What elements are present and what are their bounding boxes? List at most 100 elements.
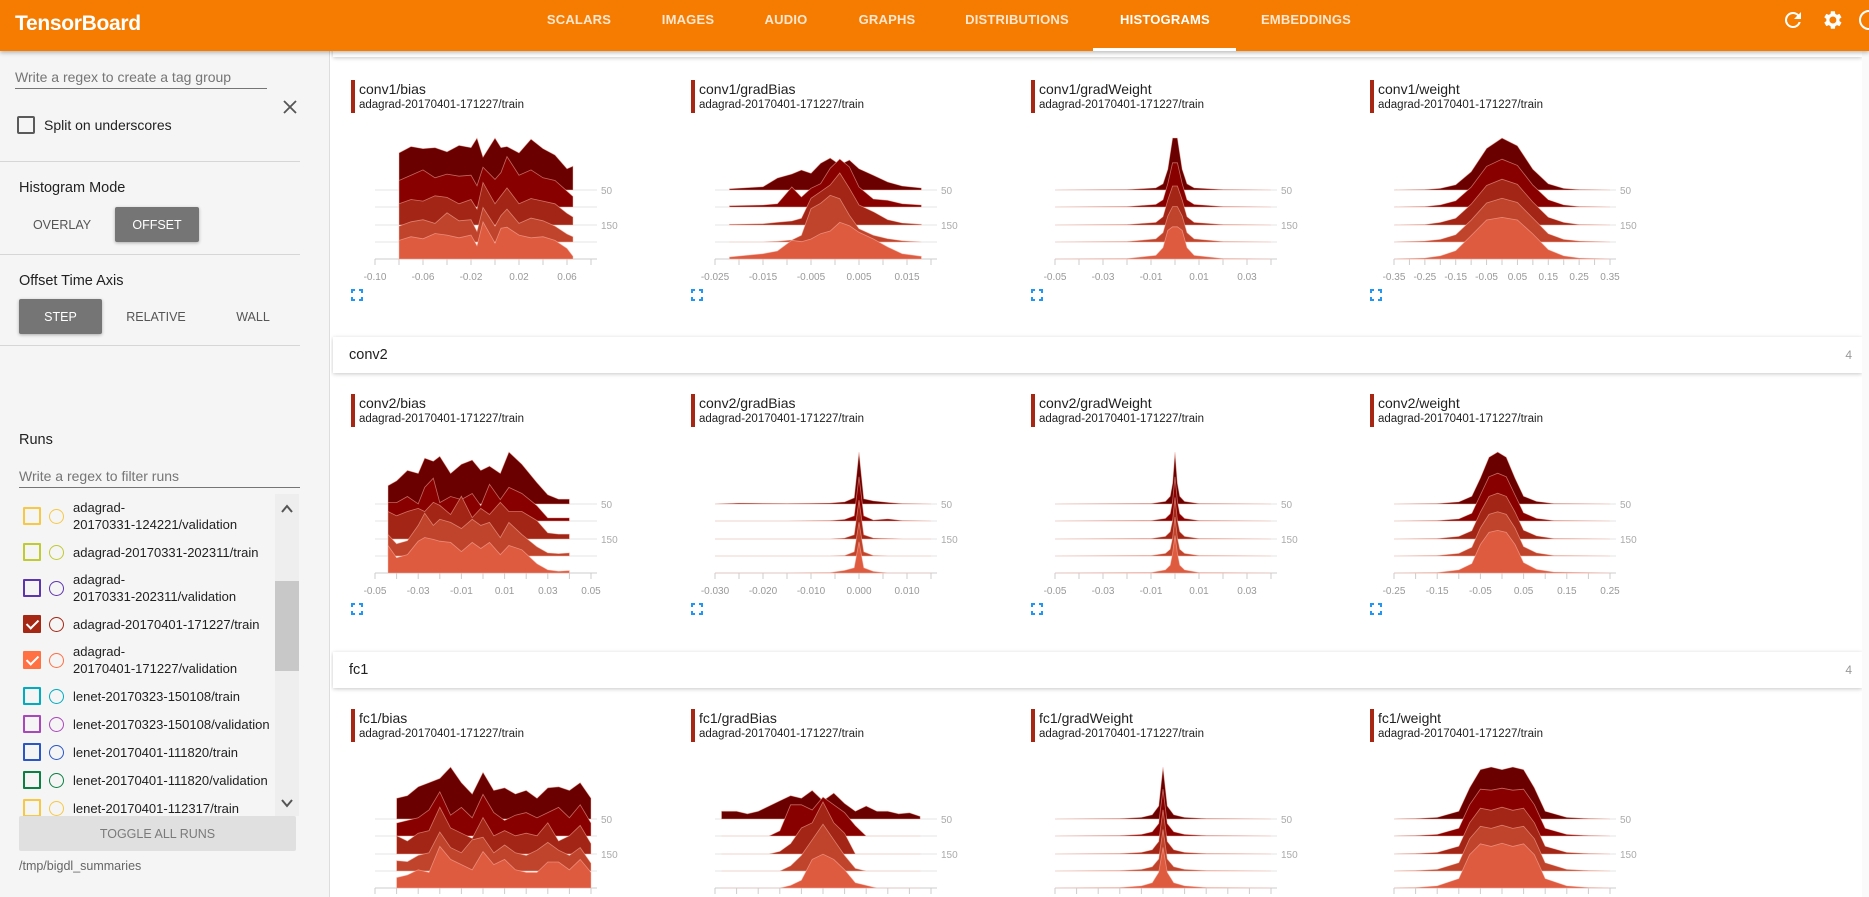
overlay-button[interactable]: OVERLAY bbox=[32, 217, 92, 232]
tab-graphs[interactable]: GRAPHS bbox=[858, 12, 916, 27]
tag-group-regex-input[interactable] bbox=[15, 65, 267, 89]
run-checkbox[interactable] bbox=[23, 771, 41, 789]
x-tick-label: -0.06 bbox=[412, 272, 435, 283]
run-color-radio[interactable] bbox=[49, 508, 64, 524]
run-color-radio[interactable] bbox=[49, 772, 64, 788]
help-icon[interactable] bbox=[1857, 8, 1869, 32]
run-checkbox[interactable] bbox=[23, 615, 41, 633]
run-list-scrollbar[interactable] bbox=[275, 494, 299, 816]
run-color-radio[interactable] bbox=[49, 652, 64, 668]
relative-button[interactable]: RELATIVE bbox=[126, 309, 186, 324]
expand-icon[interactable] bbox=[351, 603, 363, 615]
run-color-radio[interactable] bbox=[49, 616, 64, 632]
expand-icon[interactable] bbox=[691, 289, 703, 301]
run-checkbox[interactable] bbox=[23, 543, 41, 561]
expand-icon[interactable] bbox=[1031, 289, 1043, 301]
run-color-bar bbox=[1031, 80, 1035, 113]
refresh-icon[interactable] bbox=[1781, 8, 1805, 32]
runs-filter-input[interactable] bbox=[19, 464, 300, 488]
run-checkbox[interactable] bbox=[23, 687, 41, 705]
run-item[interactable]: lenet-20170401-111820/validation bbox=[0, 766, 275, 794]
step-button[interactable]: STEP bbox=[19, 299, 102, 334]
x-tick-label: -0.01 bbox=[1140, 586, 1163, 597]
run-checkbox[interactable] bbox=[23, 651, 41, 669]
expand-icon[interactable] bbox=[1031, 603, 1043, 615]
histogram-card: fc1/bias adagrad-20170401-171227/train 50… bbox=[351, 709, 681, 897]
tab-scalars[interactable]: SCALARS bbox=[546, 12, 612, 27]
run-item[interactable]: lenet-20170323-150108/validation bbox=[0, 710, 275, 738]
run-item[interactable]: lenet-20170323-150108/train bbox=[0, 682, 275, 710]
tab-distributions[interactable]: DISTRIBUTIONS bbox=[965, 12, 1069, 27]
step-label: 50 bbox=[1620, 186, 1632, 197]
run-item[interactable]: lenet-20170401-111820/train bbox=[0, 738, 275, 766]
histogram-series-area bbox=[398, 181, 574, 226]
run-item[interactable]: adagrad- 20170401-171227/validation bbox=[0, 638, 275, 682]
run-color-radio[interactable] bbox=[49, 688, 64, 704]
category-count: 4 bbox=[1845, 348, 1852, 362]
step-label: 150 bbox=[601, 535, 618, 546]
expand-icon[interactable] bbox=[691, 603, 703, 615]
run-item[interactable]: lenet-20170401-112317/train bbox=[0, 794, 275, 816]
chevron-up-icon[interactable] bbox=[281, 503, 293, 515]
run-color-radio[interactable] bbox=[49, 580, 64, 596]
x-tick-label: -0.05 bbox=[1044, 272, 1067, 283]
run-item[interactable]: adagrad- 20170331-202311/validation bbox=[0, 566, 275, 610]
run-item[interactable]: adagrad-20170401-171227/train bbox=[0, 610, 275, 638]
run-color-radio[interactable] bbox=[49, 544, 64, 560]
expand-icon[interactable] bbox=[1370, 603, 1382, 615]
x-tick-label: -0.015 bbox=[749, 272, 778, 283]
step-label: 150 bbox=[1620, 850, 1637, 861]
run-checkbox[interactable] bbox=[23, 579, 41, 597]
histogram-series-area bbox=[1393, 529, 1611, 574]
run-color-bar bbox=[691, 80, 695, 113]
x-tick-label: -0.005 bbox=[797, 272, 826, 283]
step-label: 150 bbox=[601, 850, 618, 861]
category-header-conv2[interactable]: conv2 4 bbox=[333, 337, 1862, 373]
chevron-down-icon[interactable] bbox=[281, 797, 293, 809]
histogram-card: fc1/gradBias adagrad-20170401-171227/tra… bbox=[691, 709, 1021, 897]
close-icon[interactable] bbox=[283, 100, 297, 114]
tab-images[interactable]: IMAGES bbox=[661, 12, 715, 27]
settings-icon[interactable] bbox=[1820, 8, 1844, 32]
chart-run-name: adagrad-20170401-171227/train bbox=[699, 413, 864, 425]
x-tick-label: 0.005 bbox=[846, 272, 871, 283]
histogram-card: conv2/bias adagrad-20170401-171227/train… bbox=[351, 394, 681, 624]
chart-run-name: adagrad-20170401-171227/train bbox=[359, 413, 524, 425]
run-checkbox[interactable] bbox=[23, 743, 41, 761]
run-color-radio[interactable] bbox=[49, 800, 64, 816]
step-label: 50 bbox=[601, 500, 613, 511]
step-label: 150 bbox=[941, 535, 958, 546]
scrollbar-thumb[interactable] bbox=[275, 581, 299, 671]
histogram-series-area bbox=[1054, 162, 1272, 208]
tab-histograms[interactable]: HISTOGRAMS bbox=[1120, 12, 1210, 27]
histogram-series-area bbox=[1054, 185, 1272, 226]
x-tick-label: -0.10 bbox=[364, 272, 387, 283]
tab-embeddings[interactable]: EMBEDDINGS bbox=[1260, 12, 1352, 27]
run-checkbox[interactable] bbox=[23, 507, 41, 525]
run-checkbox[interactable] bbox=[23, 799, 41, 816]
toggle-all-runs-button[interactable]: TOGGLE ALL RUNS bbox=[19, 816, 296, 851]
run-label: adagrad-20170331-202311/train bbox=[73, 544, 259, 560]
histogram-chart: 50 150 -0.030 -0.020 -0.010 0.000 0.010 bbox=[701, 451, 958, 597]
tab-audio[interactable]: AUDIO bbox=[764, 12, 808, 27]
category-header-fc1[interactable]: fc1 4 bbox=[333, 652, 1862, 688]
split-underscores-checkbox[interactable] bbox=[17, 116, 35, 134]
run-item[interactable]: adagrad- 20170331-124221/validation bbox=[0, 494, 275, 538]
x-tick-label: -0.25 bbox=[1413, 272, 1436, 283]
run-item[interactable]: adagrad-20170331-202311/train bbox=[0, 538, 275, 566]
run-color-radio[interactable] bbox=[49, 744, 64, 760]
run-color-radio[interactable] bbox=[49, 716, 64, 732]
step-label: 150 bbox=[1620, 221, 1637, 232]
wall-button[interactable]: WALL bbox=[236, 309, 270, 324]
offset-button[interactable]: OFFSET bbox=[115, 207, 199, 242]
main-scrollbar[interactable] bbox=[1862, 51, 1869, 897]
run-checkbox[interactable] bbox=[23, 715, 41, 733]
expand-icon[interactable] bbox=[1370, 289, 1382, 301]
chart-title: conv2/gradBias bbox=[699, 395, 796, 411]
divider bbox=[0, 161, 300, 162]
x-tick-label: -0.05 bbox=[1469, 586, 1492, 597]
expand-icon[interactable] bbox=[351, 289, 363, 301]
app-title: TensorBoard bbox=[15, 12, 141, 35]
category-header-conv1[interactable] bbox=[333, 51, 1862, 57]
x-tick-label: 0.06 bbox=[557, 272, 577, 283]
